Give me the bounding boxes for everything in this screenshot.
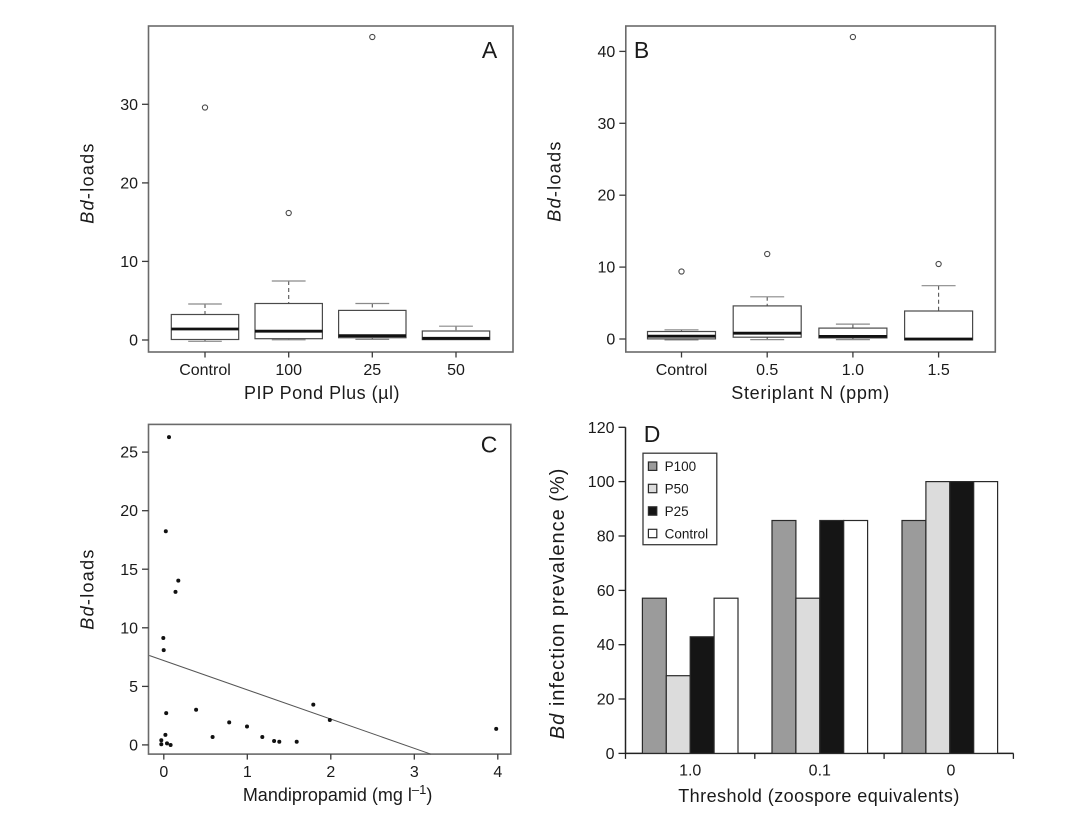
svg-text:3: 3 — [410, 764, 419, 781]
svg-text:1.0: 1.0 — [842, 362, 864, 379]
svg-text:20: 20 — [598, 188, 616, 205]
svg-text:1.5: 1.5 — [927, 362, 949, 379]
svg-text:30: 30 — [120, 97, 138, 114]
svg-text:D: D — [644, 421, 661, 447]
svg-text:Control: Control — [665, 526, 709, 541]
svg-text:40: 40 — [598, 44, 616, 61]
svg-text:Bd infection prevalence (%): Bd infection prevalence (%) — [547, 468, 569, 740]
svg-text:1: 1 — [243, 764, 252, 781]
svg-text:2: 2 — [326, 764, 335, 781]
svg-text:0: 0 — [129, 333, 138, 350]
svg-text:0: 0 — [947, 763, 956, 780]
svg-text:P50: P50 — [665, 481, 689, 496]
svg-text:C: C — [481, 431, 498, 457]
svg-text:1.0: 1.0 — [679, 763, 701, 780]
svg-text:10: 10 — [120, 254, 138, 271]
svg-text:Control: Control — [179, 362, 231, 379]
svg-text:50: 50 — [447, 362, 465, 379]
svg-text:Threshold (zoospore equivalent: Threshold (zoospore equivalents) — [678, 786, 960, 806]
svg-text:PIP Pond Plus (µl): PIP Pond Plus (µl) — [244, 383, 400, 403]
svg-text:80: 80 — [597, 529, 615, 546]
svg-text:120: 120 — [588, 420, 615, 437]
svg-text:Mandipropamid (mg l–1): Mandipropamid (mg l–1) — [243, 782, 433, 806]
svg-text:100: 100 — [588, 474, 615, 491]
svg-text:15: 15 — [120, 562, 138, 579]
svg-text:25: 25 — [120, 445, 138, 462]
svg-text:Control: Control — [656, 362, 708, 379]
svg-text:Steriplant N (ppm): Steriplant N (ppm) — [731, 383, 890, 403]
svg-text:B: B — [634, 37, 649, 63]
svg-text:5: 5 — [129, 679, 138, 696]
svg-text:20: 20 — [597, 692, 615, 709]
svg-text:0.1: 0.1 — [809, 763, 831, 780]
svg-text:20: 20 — [120, 503, 138, 520]
svg-text:30: 30 — [598, 116, 616, 133]
svg-text:0.5: 0.5 — [756, 362, 778, 379]
svg-text:0: 0 — [606, 746, 615, 763]
svg-text:20: 20 — [120, 175, 138, 192]
svg-text:Bd-loads: Bd-loads — [78, 142, 98, 223]
svg-text:P100: P100 — [665, 459, 697, 474]
svg-text:25: 25 — [363, 362, 381, 379]
svg-text:10: 10 — [120, 620, 138, 637]
svg-text:40: 40 — [597, 637, 615, 654]
svg-text:P25: P25 — [665, 504, 689, 519]
svg-text:100: 100 — [275, 362, 302, 379]
svg-text:A: A — [482, 37, 498, 63]
svg-text:0: 0 — [159, 764, 168, 781]
svg-text:0: 0 — [129, 737, 138, 754]
svg-text:Bd-loads: Bd-loads — [545, 140, 565, 221]
svg-text:4: 4 — [493, 764, 502, 781]
svg-text:Bd-loads: Bd-loads — [78, 548, 98, 629]
svg-text:0: 0 — [606, 332, 615, 349]
svg-text:10: 10 — [598, 260, 616, 277]
svg-text:60: 60 — [597, 583, 615, 600]
